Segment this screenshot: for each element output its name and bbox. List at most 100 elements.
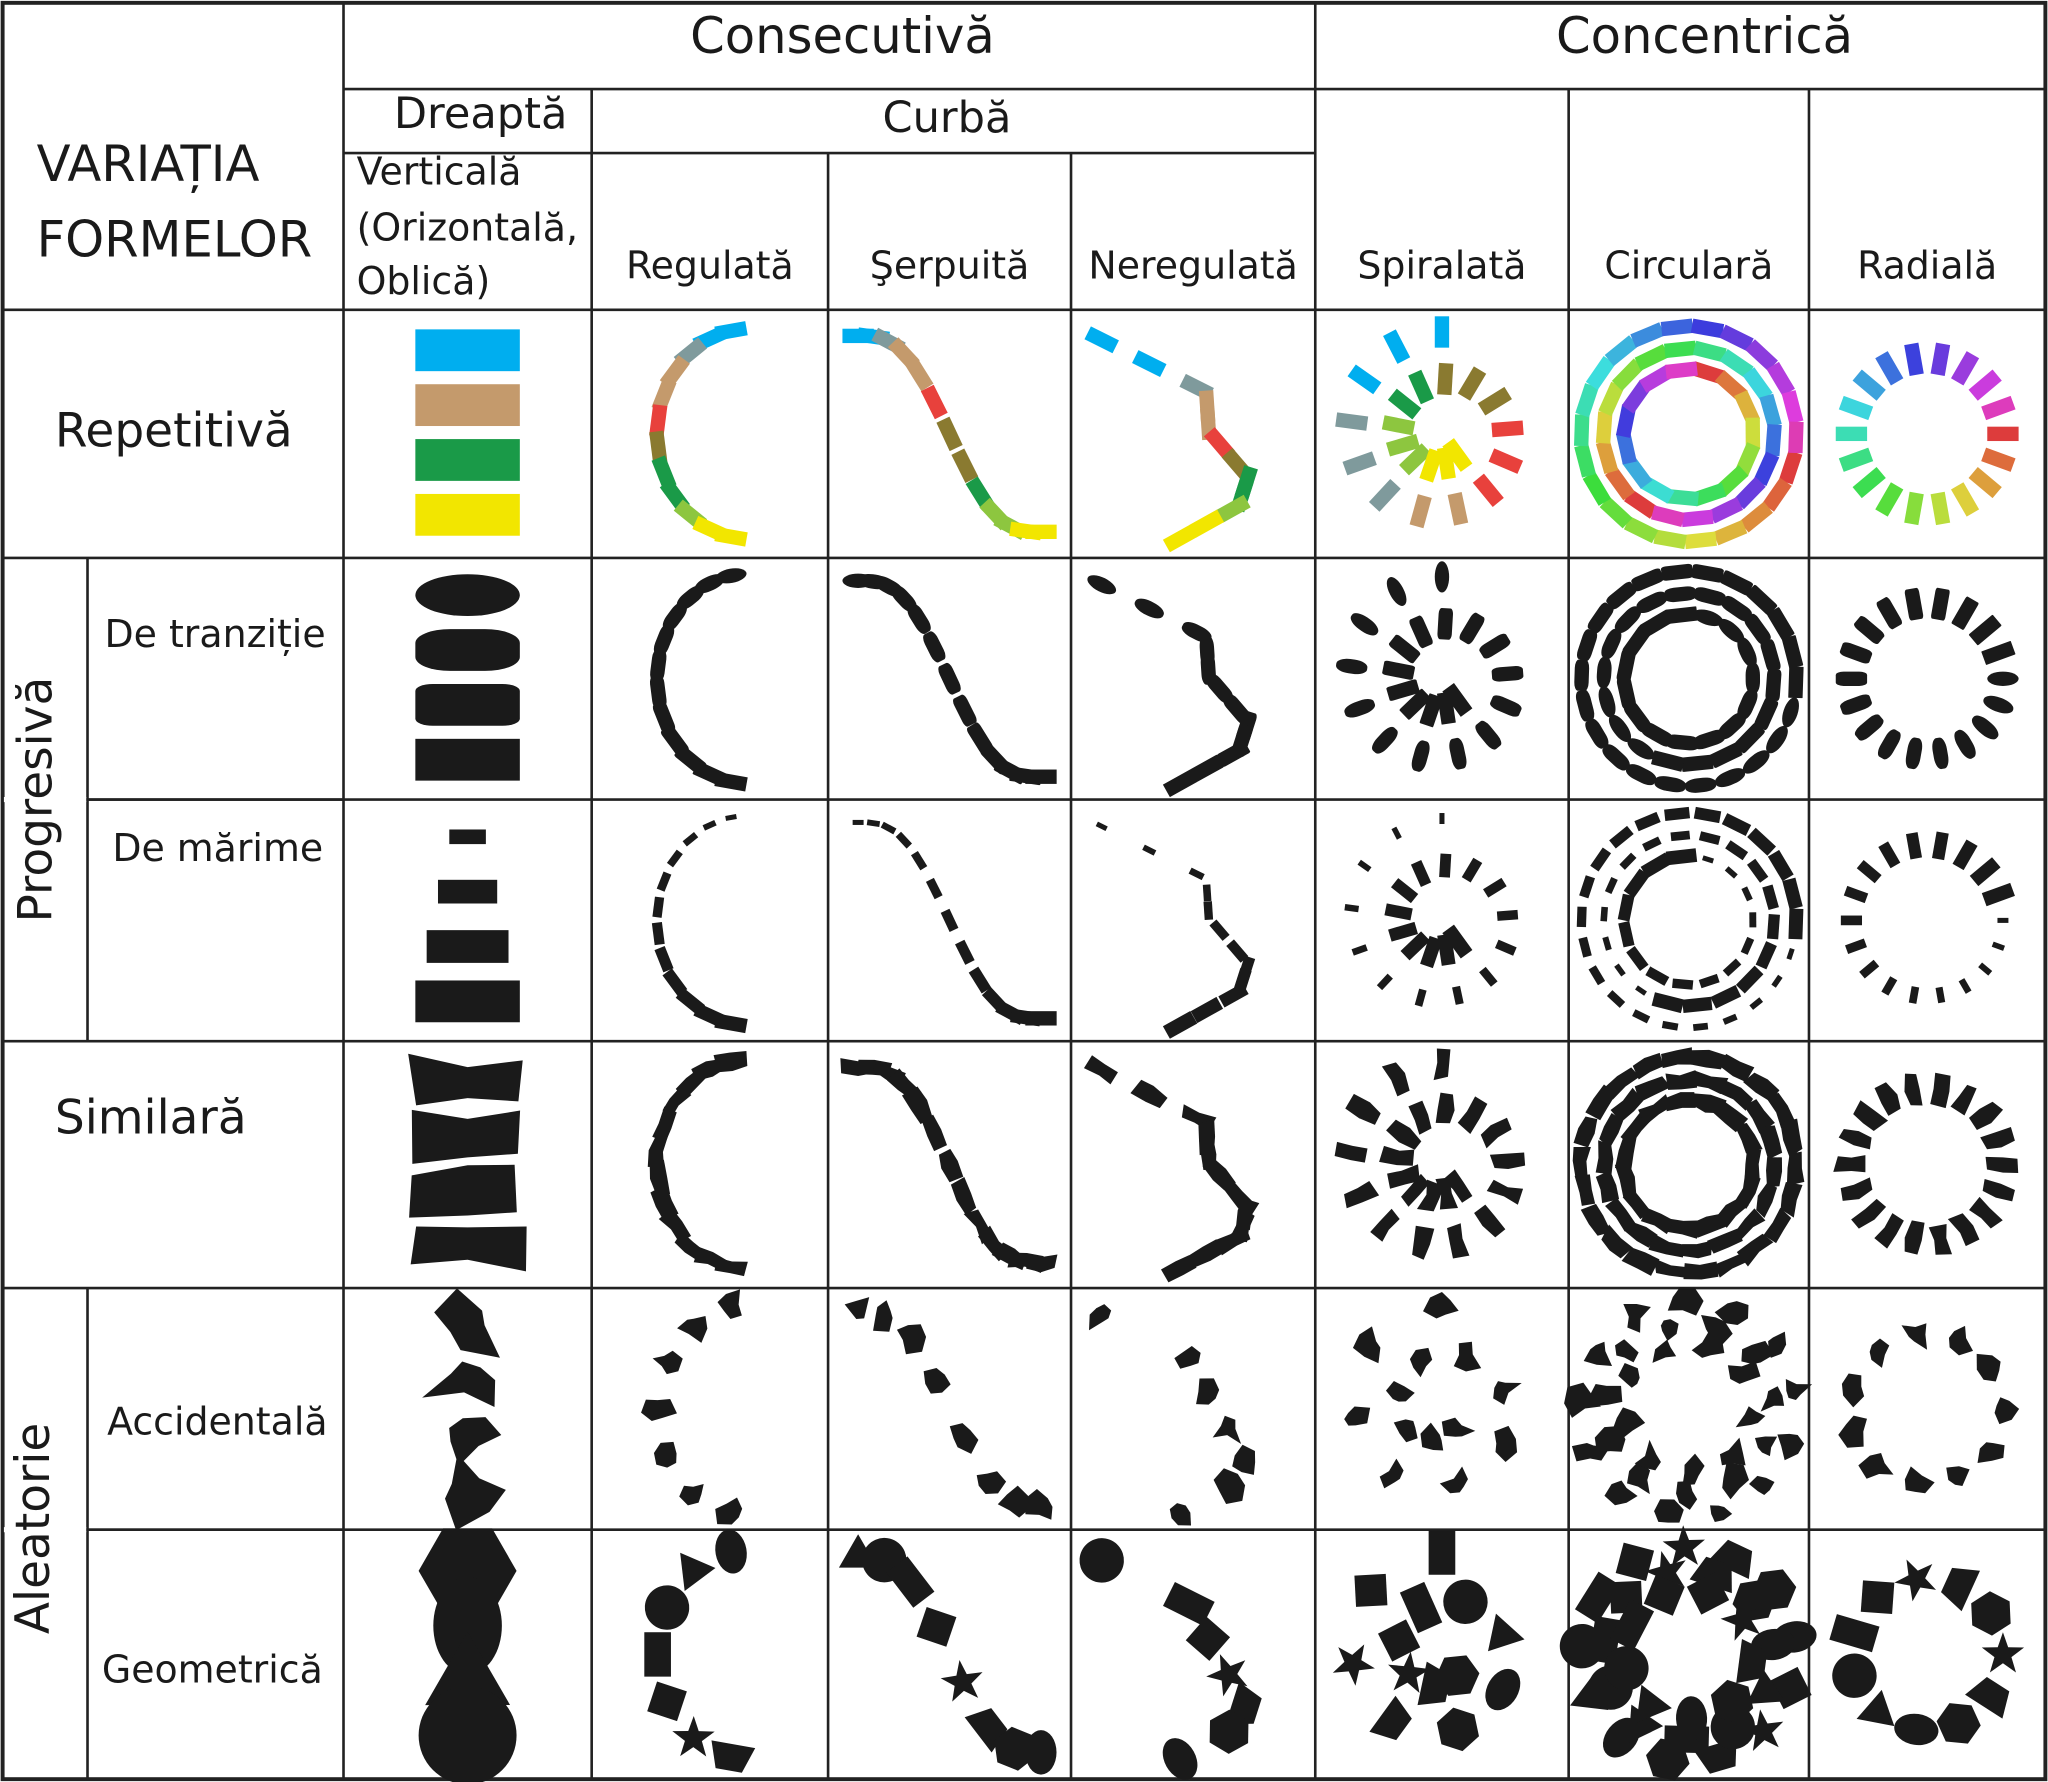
shape	[1347, 364, 1382, 395]
random-blob	[1768, 1331, 1787, 1358]
shape	[1693, 729, 1726, 750]
random-blob	[653, 1441, 677, 1468]
shape	[408, 1053, 523, 1106]
shape	[1950, 1084, 1977, 1116]
size-bar	[1672, 978, 1694, 990]
shape	[1585, 718, 1609, 749]
shape	[1838, 1129, 1872, 1150]
shape	[1788, 666, 1804, 699]
size-bar	[1162, 1010, 1198, 1039]
shape	[1780, 1181, 1803, 1218]
shape	[1436, 1707, 1479, 1752]
transition-bar	[1932, 737, 1949, 770]
shape	[1025, 1730, 1057, 1775]
similar-bar	[647, 1135, 669, 1168]
shape	[1735, 965, 1764, 994]
shape	[1489, 1152, 1526, 1170]
random-blob	[715, 1497, 743, 1525]
shape	[1734, 1123, 1763, 1154]
random-blob	[1719, 1437, 1746, 1466]
shape	[653, 1441, 677, 1468]
random-blob	[1212, 1415, 1242, 1444]
shape	[1388, 634, 1421, 664]
transition-bar	[907, 604, 931, 634]
shape	[1634, 344, 1670, 371]
shape	[1947, 1213, 1980, 1247]
shape	[1576, 906, 1587, 928]
shape	[415, 980, 520, 1023]
size-bar	[895, 831, 913, 849]
shape	[1622, 455, 1653, 489]
shape	[1714, 1253, 1746, 1278]
random-blob	[896, 1324, 927, 1355]
random-blob	[1409, 1347, 1433, 1378]
shape	[1609, 1599, 1655, 1651]
shape	[1574, 1571, 1622, 1624]
shape	[1982, 1178, 2015, 1202]
size-bar	[1991, 941, 2006, 951]
hexagon	[994, 1726, 1036, 1771]
size-bar	[1645, 966, 1670, 986]
shape	[1965, 1677, 2010, 1719]
shape	[1755, 941, 1777, 970]
shape	[1859, 959, 1880, 979]
similar-bar	[1605, 1197, 1636, 1232]
shape	[1388, 1651, 1431, 1693]
diamond	[647, 1681, 687, 1722]
random-blob	[1869, 1338, 1890, 1368]
similar-bar	[1412, 1225, 1435, 1260]
color-bar	[1595, 439, 1619, 475]
size-bar	[852, 819, 864, 825]
shape	[1442, 683, 1473, 717]
transition-bar	[1162, 769, 1198, 798]
shape	[415, 574, 520, 617]
color-bar	[1745, 339, 1778, 372]
size-bar	[1665, 848, 1698, 866]
transition-bar	[1709, 742, 1743, 768]
shape	[641, 1398, 677, 1422]
shape	[1715, 768, 1746, 788]
shape	[1753, 451, 1780, 486]
shape	[1025, 769, 1057, 784]
shape	[1710, 1505, 1733, 1523]
color-bar	[1719, 324, 1754, 352]
size-bar	[1390, 878, 1419, 904]
star	[1741, 1709, 1784, 1752]
similar-bar	[1714, 1253, 1746, 1278]
shape	[1987, 671, 2019, 686]
transition-bar	[1691, 564, 1724, 583]
shape	[1631, 568, 1664, 592]
similar-bar	[1766, 1092, 1795, 1129]
shape	[1740, 936, 1755, 955]
row-label: De mărime	[112, 826, 323, 870]
transition-bar	[649, 675, 667, 709]
transition-bar	[1636, 591, 1668, 614]
shape	[1162, 769, 1198, 798]
color-bar	[1437, 362, 1454, 396]
shape	[1661, 1020, 1679, 1031]
random-blob	[434, 1288, 500, 1358]
shape	[1665, 361, 1698, 380]
shape	[1595, 1140, 1614, 1175]
shape	[1786, 1151, 1805, 1187]
shape	[1980, 1126, 2015, 1150]
shape	[1650, 505, 1685, 527]
shape	[1722, 958, 1742, 977]
size-bar	[1843, 885, 1869, 904]
shape	[1785, 1379, 1813, 1401]
random-blob	[1089, 1304, 1112, 1331]
random-blob	[1654, 1499, 1684, 1523]
shape	[1691, 564, 1724, 583]
color-bar	[1574, 414, 1590, 447]
shape	[1209, 919, 1230, 941]
shape	[1618, 1363, 1640, 1388]
shape	[1991, 941, 2006, 951]
shape	[1596, 656, 1612, 689]
similar-bar	[1716, 1198, 1749, 1228]
similar-bar	[1690, 1049, 1727, 1070]
triangle	[1636, 1684, 1672, 1723]
shape	[1368, 479, 1401, 512]
shape	[1765, 669, 1782, 702]
shape	[725, 814, 737, 821]
color-bar	[1692, 340, 1727, 363]
